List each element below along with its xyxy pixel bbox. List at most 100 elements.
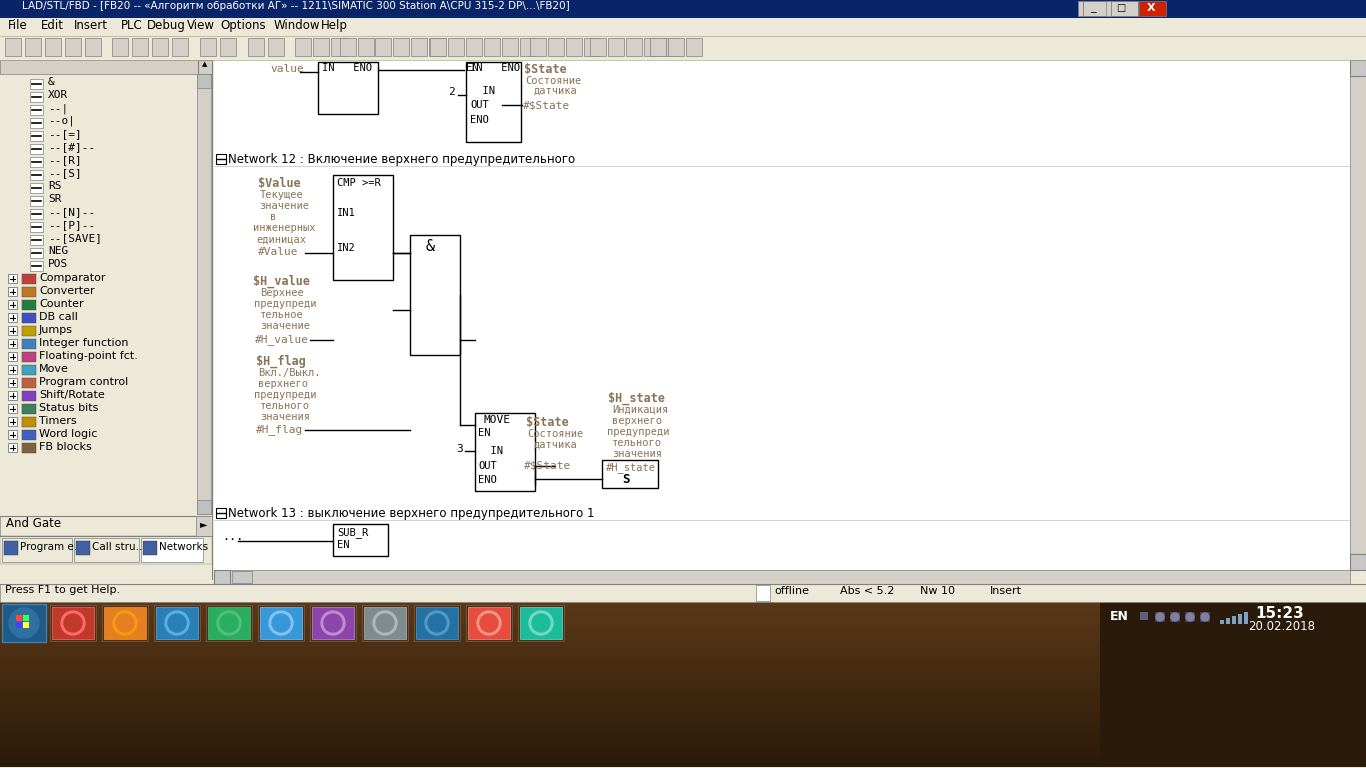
Bar	[566, 38, 582, 56]
Text: Insert: Insert	[74, 19, 108, 32]
Text: View: View	[187, 19, 214, 32]
Text: IN   ENO: IN ENO	[470, 63, 520, 73]
Circle shape	[272, 614, 290, 632]
Text: EN: EN	[466, 63, 478, 73]
Bar	[411, 38, 428, 56]
Bar	[0, 750, 1366, 755]
Circle shape	[1171, 613, 1179, 621]
Circle shape	[324, 614, 342, 632]
Bar	[30, 261, 42, 271]
Bar	[141, 538, 204, 562]
Circle shape	[529, 611, 553, 635]
Bar	[214, 570, 1350, 584]
Bar	[0, 651, 1366, 657]
Bar	[8, 404, 16, 413]
Circle shape	[168, 614, 186, 632]
Text: POS: POS	[48, 259, 68, 269]
Bar	[755, 585, 770, 601]
Bar	[23, 622, 29, 628]
Bar	[1227, 618, 1229, 624]
Text: Move: Move	[40, 364, 68, 374]
Bar	[1100, 602, 1366, 766]
Bar	[30, 183, 42, 193]
Bar	[1078, 1, 1083, 16]
Text: #$State: #$State	[523, 101, 570, 111]
Bar	[1139, 1, 1167, 16]
Bar	[376, 38, 391, 56]
Bar	[530, 38, 546, 56]
Bar	[0, 725, 1366, 730]
Text: Networks: Networks	[158, 542, 208, 552]
Bar	[0, 697, 1366, 701]
Text: ▲: ▲	[202, 61, 208, 67]
Circle shape	[479, 614, 499, 632]
Bar	[475, 413, 535, 491]
Text: --[S]: --[S]	[48, 168, 82, 178]
Bar	[22, 391, 36, 401]
Text: --[#]--: --[#]--	[48, 142, 96, 152]
Bar	[0, 643, 1366, 648]
Bar	[0, 18, 1366, 36]
Bar	[8, 326, 16, 335]
Bar	[358, 38, 374, 56]
Bar	[295, 38, 311, 56]
Text: $H_state: $H_state	[608, 392, 665, 406]
Bar	[602, 460, 658, 488]
Bar	[199, 38, 216, 56]
Bar	[30, 105, 42, 115]
Bar	[0, 627, 1366, 632]
Text: XOR: XOR	[48, 90, 68, 100]
Bar	[311, 607, 354, 639]
Text: инженерных: инженерных	[253, 223, 316, 233]
Text: Insert: Insert	[990, 586, 1022, 596]
Bar	[197, 74, 210, 514]
Bar	[1171, 612, 1180, 622]
Bar	[22, 404, 36, 414]
Bar	[260, 607, 302, 639]
Bar	[501, 38, 518, 56]
Circle shape	[165, 611, 189, 635]
Bar	[1083, 1, 1111, 16]
Bar	[410, 235, 460, 355]
Bar	[0, 688, 1366, 694]
Text: 2: 2	[448, 87, 455, 97]
Bar	[1, 604, 46, 642]
Text: Program e...: Program e...	[20, 542, 83, 552]
Bar	[214, 60, 1350, 570]
Circle shape	[61, 611, 85, 635]
Bar	[1232, 616, 1236, 624]
Bar	[8, 391, 16, 400]
Bar	[608, 38, 624, 56]
Text: --|: --|	[48, 103, 68, 114]
Text: value: value	[270, 64, 303, 74]
Circle shape	[321, 611, 346, 635]
Bar	[1199, 612, 1210, 622]
Bar	[417, 607, 458, 639]
Bar	[548, 38, 564, 56]
Bar	[0, 721, 1366, 726]
Bar	[429, 38, 445, 56]
Bar	[520, 38, 535, 56]
Circle shape	[1186, 613, 1194, 621]
Bar	[152, 38, 168, 56]
Bar	[30, 144, 42, 154]
Circle shape	[428, 614, 447, 632]
Bar	[0, 639, 1366, 644]
Text: Состояние: Состояние	[527, 429, 583, 439]
Text: Timers: Timers	[40, 416, 76, 426]
Text: #H_value: #H_value	[255, 334, 309, 345]
Bar	[0, 606, 1366, 611]
Bar	[8, 339, 16, 348]
Bar	[414, 605, 460, 641]
Bar	[0, 676, 1366, 681]
Text: ENO: ENO	[478, 475, 497, 485]
Bar	[30, 248, 42, 258]
Text: Call stru...: Call stru...	[92, 542, 146, 552]
Bar	[85, 38, 101, 56]
Text: Integer function: Integer function	[40, 338, 128, 348]
Text: X: X	[1147, 3, 1156, 13]
Bar	[0, 672, 1366, 677]
Bar	[4, 541, 18, 555]
Text: #H_flag: #H_flag	[255, 424, 303, 435]
Bar	[1184, 612, 1195, 622]
